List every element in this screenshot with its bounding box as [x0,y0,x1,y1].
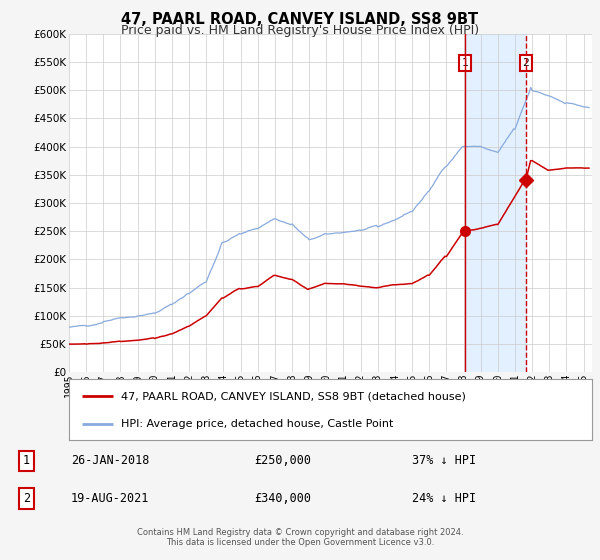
Text: 26-JAN-2018: 26-JAN-2018 [71,454,149,467]
Text: 1: 1 [23,454,30,467]
Text: 2: 2 [23,492,30,505]
Bar [465,34,526,372]
Text: 47, PAARL ROAD, CANVEY ISLAND, SS8 9BT (detached house): 47, PAARL ROAD, CANVEY ISLAND, SS8 9BT (… [121,391,466,401]
Text: HPI: Average price, detached house, Castle Point: HPI: Average price, detached house, Cast… [121,419,394,430]
Text: 37% ↓ HPI: 37% ↓ HPI [412,454,476,467]
Text: 1: 1 [461,58,468,68]
Text: 19-AUG-2021: 19-AUG-2021 [71,492,149,505]
Text: 24% ↓ HPI: 24% ↓ HPI [412,492,476,505]
Text: 2: 2 [523,58,529,68]
Text: £250,000: £250,000 [254,454,311,467]
Text: Contains HM Land Registry data © Crown copyright and database right 2024.
This d: Contains HM Land Registry data © Crown c… [137,528,463,547]
Text: 47, PAARL ROAD, CANVEY ISLAND, SS8 9BT: 47, PAARL ROAD, CANVEY ISLAND, SS8 9BT [121,12,479,27]
Text: Price paid vs. HM Land Registry's House Price Index (HPI): Price paid vs. HM Land Registry's House … [121,24,479,37]
Text: £340,000: £340,000 [254,492,311,505]
